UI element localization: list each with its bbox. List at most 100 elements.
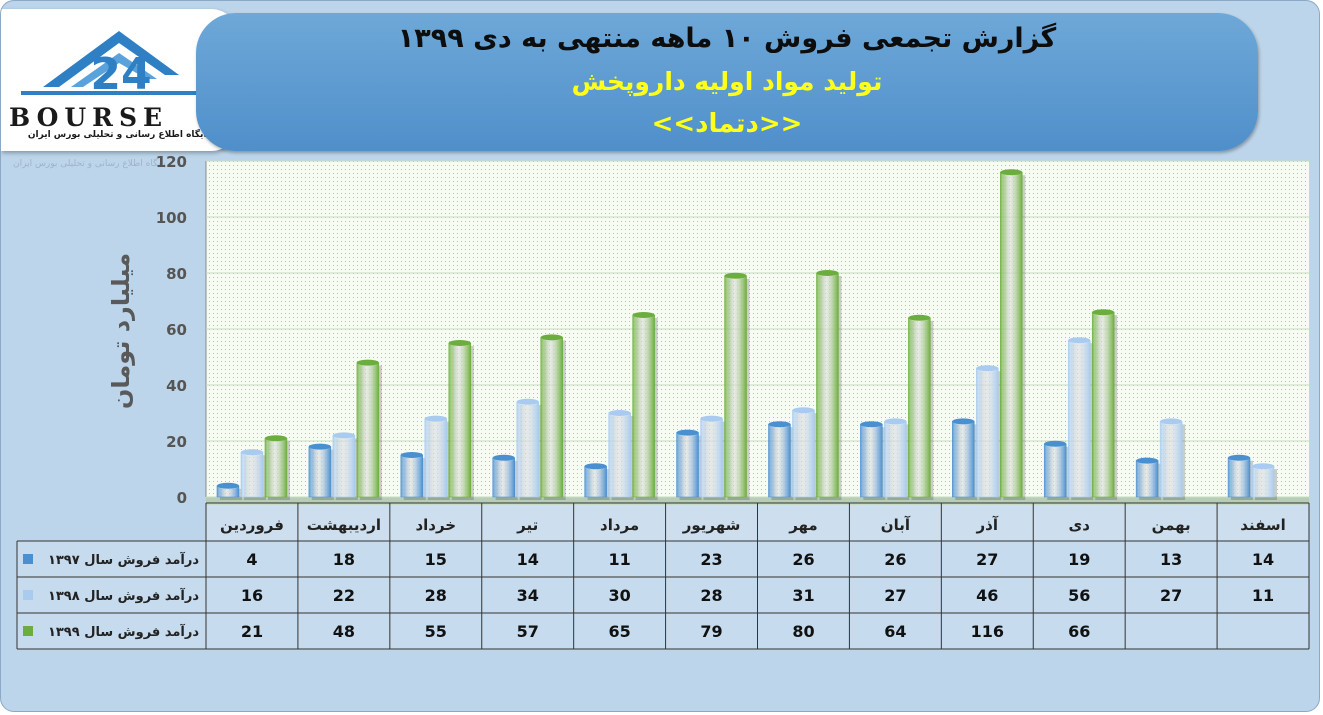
data-value: 27 — [1160, 586, 1182, 605]
data-value: 14 — [1252, 550, 1274, 569]
bar — [264, 437, 288, 498]
legend-label: درآمد فروش سال ۱۳۹۸ — [48, 587, 199, 604]
category-label: خرداد — [415, 516, 456, 534]
data-value: 18 — [333, 550, 355, 569]
bar — [792, 409, 815, 498]
chart-title: گزارش تجمعی فروش ۱۰ ماهه منتهی به دی ۱۳۹… — [397, 23, 1057, 54]
category-label: اسفند — [1240, 516, 1285, 534]
y-tick-label: 100 — [156, 209, 187, 227]
bar-top — [584, 463, 607, 470]
category-label: آذر — [976, 516, 999, 534]
y-tick-label: 0 — [177, 489, 187, 507]
bar-top — [540, 334, 563, 341]
bar-top — [884, 418, 907, 425]
bar — [816, 272, 839, 498]
bar-top — [240, 449, 263, 456]
data-value: 23 — [700, 550, 722, 569]
bar-top — [816, 270, 839, 276]
category-label: تیر — [516, 516, 538, 534]
bar — [1091, 311, 1115, 498]
data-value: 31 — [792, 586, 814, 605]
category-label: دی — [1068, 516, 1090, 534]
title-banner: گزارش تجمعی فروش ۱۰ ماهه منتهی به دی ۱۳۹… — [196, 13, 1258, 151]
data-value: 28 — [700, 586, 722, 605]
data-value: 56 — [1068, 586, 1090, 605]
bar-top — [700, 415, 723, 422]
bar-top — [1044, 440, 1067, 447]
logo-tagline: پایگاه اطلاع رسانی و تحلیلی بورس ایران — [27, 130, 211, 140]
data-value: 48 — [333, 622, 355, 641]
data-value: 16 — [241, 586, 263, 605]
data-value: 14 — [517, 550, 539, 569]
bar — [332, 435, 356, 498]
bar-top — [1228, 454, 1251, 461]
bar-top — [1136, 457, 1159, 464]
bar-top — [216, 482, 239, 489]
bar — [724, 275, 747, 498]
bar-top — [676, 429, 699, 436]
bar-top — [1252, 463, 1275, 470]
bar — [952, 421, 975, 498]
bar — [516, 401, 539, 498]
bar-top — [516, 398, 539, 405]
bar — [676, 432, 699, 498]
bar — [1227, 457, 1251, 498]
bar — [768, 423, 791, 498]
category-label: اردیبهشت — [307, 516, 381, 534]
data-value: 11 — [608, 550, 630, 569]
data-value: 19 — [1068, 550, 1090, 569]
y-tick-label: 60 — [166, 321, 187, 339]
bar — [356, 362, 380, 498]
category-label: آبان — [881, 516, 911, 534]
table-body — [17, 541, 1309, 649]
bar — [884, 421, 907, 498]
watermark-text: پایگاه اطلاع رسانی و تحلیلی بورس ایران — [13, 159, 166, 169]
bar-top — [976, 365, 999, 372]
category-label: مرداد — [600, 516, 639, 534]
data-value: 79 — [700, 622, 722, 641]
bar-top — [1160, 418, 1183, 425]
bar-top — [608, 410, 631, 416]
data-value: 4 — [246, 550, 257, 569]
y-axis-label: میلیارد تومان — [107, 253, 135, 409]
bar — [424, 418, 448, 498]
bar — [1251, 465, 1275, 498]
data-value: 65 — [608, 622, 630, 641]
legend-swatch — [23, 626, 33, 636]
data-value: 57 — [517, 622, 539, 641]
category-label: مهر — [788, 516, 818, 534]
data-value: 64 — [884, 622, 906, 641]
bar — [976, 367, 999, 498]
bar — [308, 446, 332, 498]
bar — [584, 465, 607, 498]
data-value: 21 — [241, 622, 263, 641]
bar — [1159, 421, 1183, 498]
bar — [908, 317, 931, 498]
bar — [448, 342, 472, 498]
bar-top — [1092, 309, 1115, 316]
data-value: 22 — [333, 586, 355, 605]
data-value: 116 — [971, 622, 1004, 641]
data-value: 80 — [792, 622, 814, 641]
ticker-symbol: <<دتماد>> — [651, 109, 803, 139]
data-value: 28 — [425, 586, 447, 605]
data-value: 26 — [884, 550, 906, 569]
legend-swatch — [23, 590, 33, 600]
bar — [700, 418, 723, 498]
bar — [608, 412, 631, 498]
data-value: 66 — [1068, 622, 1090, 641]
bar-top — [952, 418, 975, 425]
bar-top — [448, 340, 471, 346]
bar — [492, 457, 515, 498]
logo-word: BOURSE — [9, 103, 169, 132]
bar-top — [356, 359, 379, 366]
bar — [1000, 171, 1023, 498]
logo-graphic: 24 — [21, 31, 221, 100]
category-label: فروردین — [220, 516, 284, 534]
data-value: 27 — [976, 550, 998, 569]
data-value: 55 — [425, 622, 447, 641]
bar-top — [308, 443, 331, 450]
bar — [1067, 339, 1091, 498]
legend-swatch — [23, 554, 33, 564]
